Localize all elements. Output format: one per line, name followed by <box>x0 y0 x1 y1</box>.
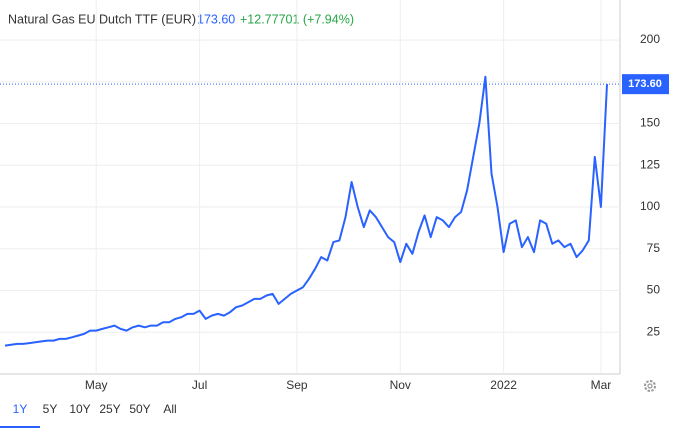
y-tick-label: 125 <box>640 157 660 171</box>
x-tick-label: Nov <box>390 378 411 392</box>
settings-icon[interactable] <box>644 380 656 392</box>
x-tick-label: May <box>85 378 108 392</box>
y-tick-label: 75 <box>647 241 661 255</box>
last-price-tag <box>622 74 669 95</box>
x-tick-label: Mar <box>591 378 612 392</box>
price-line <box>4 75 608 347</box>
range-button[interactable]: 25Y <box>99 402 120 416</box>
x-tick-label: Sep <box>286 378 308 392</box>
range-button[interactable]: All <box>163 402 176 416</box>
range-button[interactable]: 50Y <box>129 402 150 416</box>
range-button[interactable]: 10Y <box>69 402 90 416</box>
x-tick-label: 2022 <box>490 378 517 392</box>
y-tick-label: 25 <box>647 324 661 338</box>
range-button[interactable]: 5Y <box>43 402 58 416</box>
y-tick-label: 50 <box>647 283 661 297</box>
price: 173.60 <box>197 12 235 26</box>
range-button[interactable]: 1Y <box>13 402 28 416</box>
y-tick-label: 150 <box>640 116 660 130</box>
x-tick-label: Jul <box>192 378 207 392</box>
y-tick-label: 100 <box>640 199 660 213</box>
instrument-name: Natural Gas EU Dutch TTF (EUR) <box>8 12 196 26</box>
y-tick-label: 200 <box>640 32 660 46</box>
last-price-label: 173.60 <box>628 78 662 90</box>
